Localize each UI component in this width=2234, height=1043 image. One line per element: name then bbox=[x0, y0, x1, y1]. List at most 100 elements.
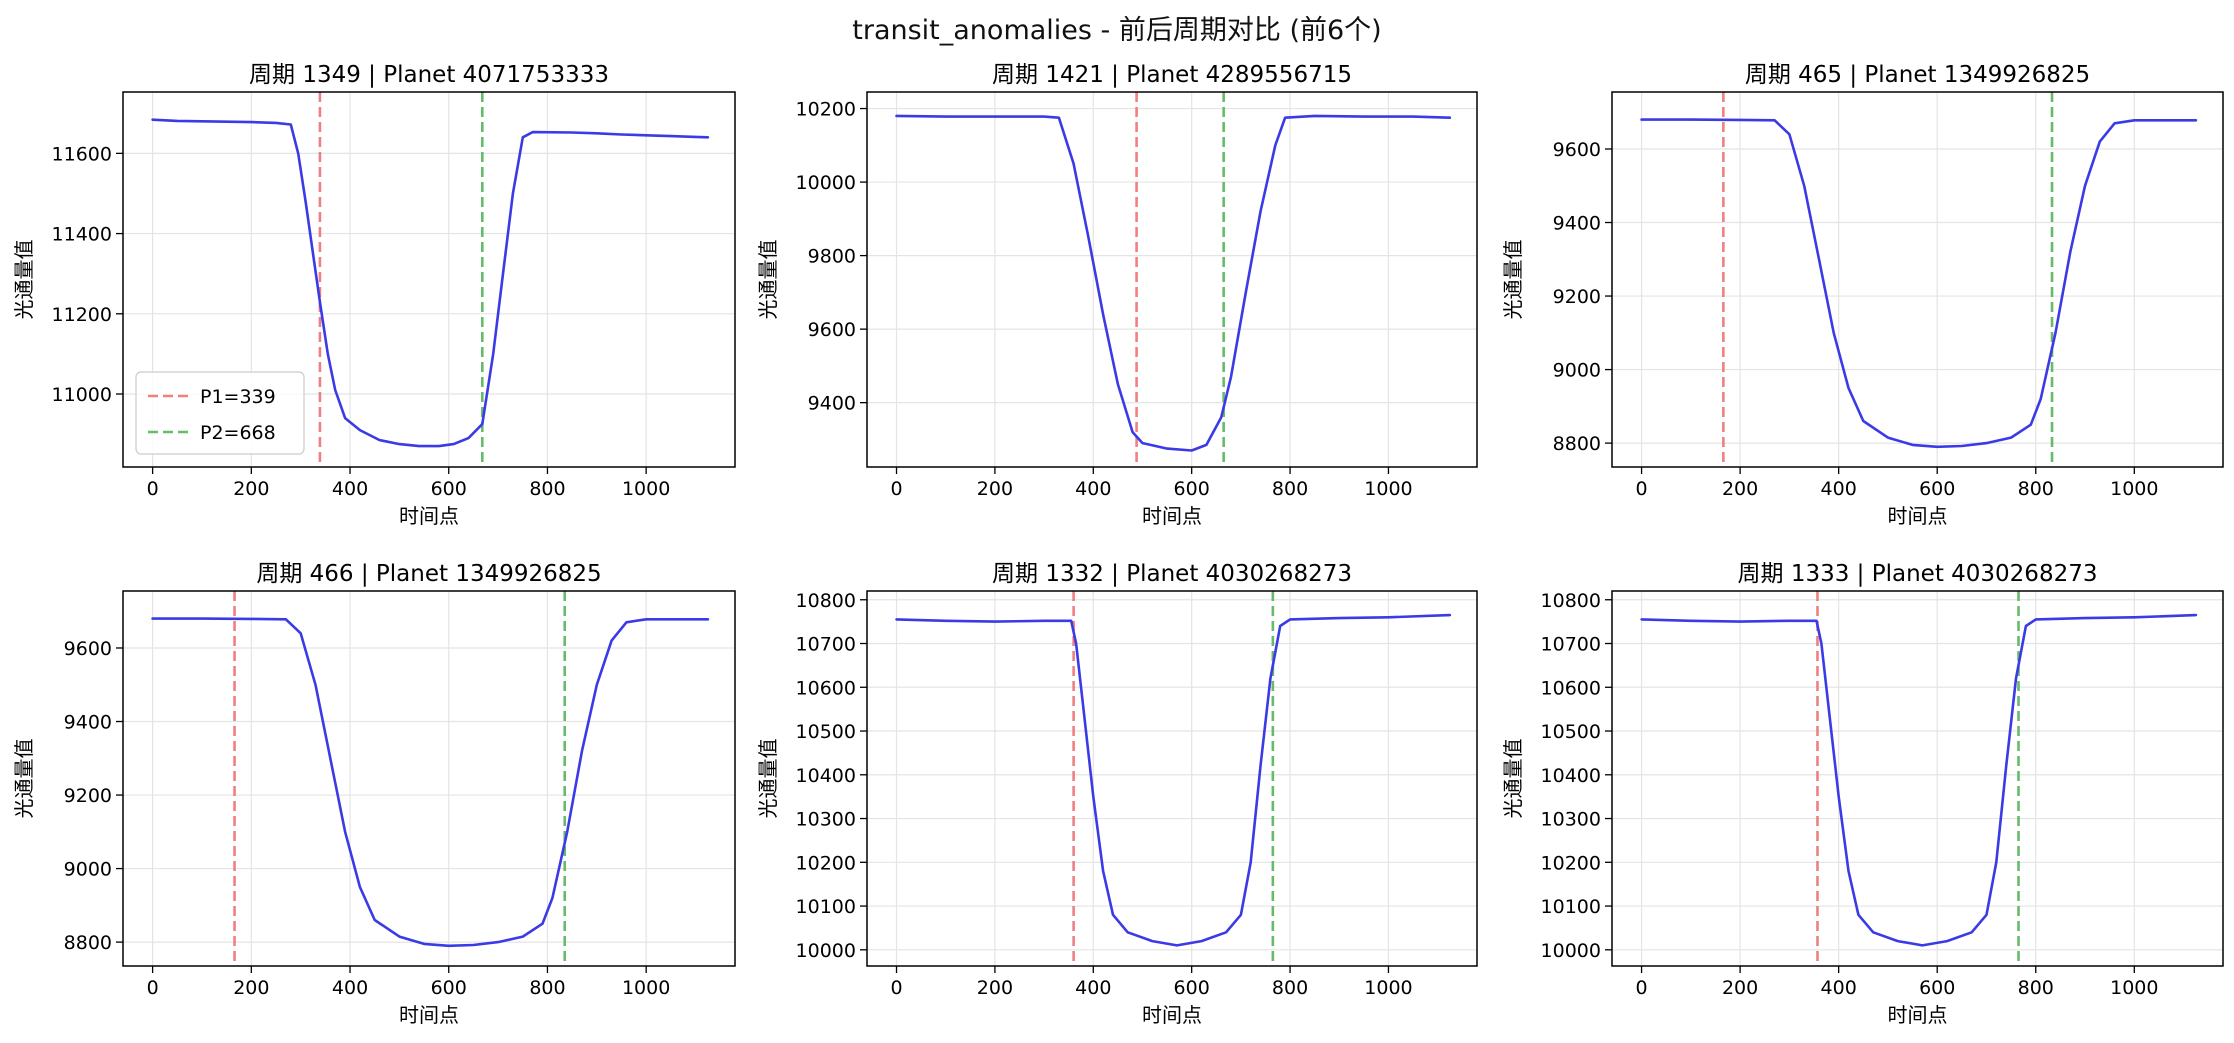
plot-frame bbox=[1611, 590, 2224, 967]
x-axis-label: 时间点 bbox=[399, 504, 459, 528]
x-tick-label: 800 bbox=[1272, 977, 1308, 999]
x-tick-label: 400 bbox=[1821, 977, 1857, 999]
figure-title: transit_anomalies - 前后周期对比 (前6个) bbox=[852, 15, 1382, 46]
flux-series-line bbox=[1640, 118, 2198, 449]
y-tick-label: 11400 bbox=[52, 224, 112, 246]
y-tick-label: 10500 bbox=[796, 721, 856, 743]
x-tick-label: 1000 bbox=[1364, 478, 1412, 500]
legend: P1=339 P2=668 bbox=[135, 371, 305, 455]
y-tick-label: 10800 bbox=[796, 590, 856, 612]
chart-6: 0 200 400 600 800 1000 10000 10100 10200 10300 104… bbox=[1501, 561, 2224, 1027]
y-tick-label: 9400 bbox=[64, 712, 112, 734]
y-tick-label: 9400 bbox=[808, 393, 856, 415]
y-tick-label: 10000 bbox=[796, 940, 856, 962]
y-tick-label: 9000 bbox=[64, 859, 112, 881]
x-tick-label: 400 bbox=[1821, 478, 1857, 500]
y-axis-label: 光通量值 bbox=[1501, 240, 1525, 320]
chart-title: 周期 1421 | Planet 4289556715 bbox=[992, 62, 1352, 88]
flux-series-line bbox=[151, 118, 710, 448]
x-tick-label: 800 bbox=[529, 977, 565, 999]
y-tick-label: 10400 bbox=[796, 765, 856, 787]
y-tick-label: 9400 bbox=[1553, 213, 1601, 235]
chart-title: 周期 465 | Planet 1349926825 bbox=[1745, 62, 2090, 88]
x-tick-label: 1000 bbox=[622, 977, 670, 999]
plot-frame bbox=[1611, 91, 2224, 468]
y-tick-label: 9200 bbox=[1553, 286, 1601, 308]
x-axis-label: 时间点 bbox=[1888, 504, 1948, 528]
x-tick-label: 0 bbox=[890, 977, 902, 999]
chart-title: 周期 1332 | Planet 4030268273 bbox=[992, 561, 1352, 587]
x-tick-label: 600 bbox=[431, 478, 467, 500]
x-tick-label: 400 bbox=[332, 977, 368, 999]
x-tick-label: 800 bbox=[2018, 478, 2054, 500]
chart-3: 0 200 400 600 800 1000 8800 9000 9200 9400 9600 周期 … bbox=[1501, 62, 2224, 528]
x-tick-label: 600 bbox=[1919, 478, 1955, 500]
x-axis-label: 时间点 bbox=[1142, 1003, 1202, 1027]
y-tick-label: 10100 bbox=[1541, 896, 1601, 918]
y-tick-label: 11200 bbox=[52, 304, 112, 326]
x-tick-label: 1000 bbox=[1364, 977, 1412, 999]
legend-box bbox=[135, 371, 305, 455]
x-tick-label: 0 bbox=[890, 478, 902, 500]
plot-frame bbox=[122, 91, 736, 468]
x-tick-label: 0 bbox=[147, 977, 159, 999]
y-tick-label: 10200 bbox=[1541, 852, 1601, 874]
x-tick-label: 0 bbox=[1636, 977, 1648, 999]
x-tick-label: 0 bbox=[1636, 478, 1648, 500]
y-tick-label: 9800 bbox=[808, 246, 856, 268]
chart-title: 周期 1349 | Planet 4071753333 bbox=[249, 62, 609, 88]
x-tick-label: 400 bbox=[1075, 977, 1111, 999]
chart-title: 周期 1333 | Planet 4030268273 bbox=[1738, 561, 2098, 587]
y-tick-label: 10700 bbox=[796, 634, 856, 656]
y-tick-label: 9600 bbox=[808, 319, 856, 341]
legend-label: P1=339 bbox=[200, 386, 276, 408]
y-tick-label: 9600 bbox=[64, 638, 112, 660]
x-tick-label: 1000 bbox=[2110, 478, 2158, 500]
x-tick-label: 1000 bbox=[2110, 977, 2158, 999]
y-tick-label: 10300 bbox=[1541, 809, 1601, 831]
x-tick-label: 0 bbox=[147, 478, 159, 500]
y-tick-label: 9200 bbox=[64, 785, 112, 807]
plot-frame bbox=[866, 91, 1478, 468]
chart-title: 周期 466 | Planet 1349926825 bbox=[256, 561, 601, 587]
x-tick-label: 600 bbox=[1174, 478, 1210, 500]
x-tick-label: 1000 bbox=[622, 478, 670, 500]
y-tick-label: 9000 bbox=[1553, 360, 1601, 382]
y-tick-label: 10600 bbox=[1541, 677, 1601, 699]
y-axis-label: 光通量值 bbox=[12, 739, 36, 819]
x-tick-label: 600 bbox=[1174, 977, 1210, 999]
flux-series-line bbox=[151, 617, 710, 948]
chart-5: 0 200 400 600 800 1000 10000 10100 10200 10300 104… bbox=[756, 561, 1478, 1027]
y-tick-label: 10200 bbox=[796, 99, 856, 121]
x-tick-label: 200 bbox=[233, 977, 269, 999]
y-axis-label: 光通量值 bbox=[756, 240, 780, 320]
chart-2: 0 200 400 600 800 1000 9400 9600 9800 10000 10200 周… bbox=[756, 62, 1478, 528]
chart-4: 0 200 400 600 800 1000 8800 9000 9200 9400 9600 周期 … bbox=[12, 561, 736, 1027]
x-tick-label: 200 bbox=[977, 478, 1013, 500]
x-axis-label: 时间点 bbox=[1142, 504, 1202, 528]
y-tick-label: 10800 bbox=[1541, 590, 1601, 612]
y-tick-label: 8800 bbox=[64, 932, 112, 954]
chart-1: 0 200 400 600 800 1000 11000 11200 11400 11600 周期 … bbox=[12, 62, 736, 528]
y-tick-label: 10500 bbox=[1541, 721, 1601, 743]
flux-series-line bbox=[895, 613, 1452, 947]
y-tick-label: 8800 bbox=[1553, 433, 1601, 455]
plot-frame bbox=[122, 590, 736, 967]
y-tick-label: 10200 bbox=[796, 852, 856, 874]
y-axis-label: 光通量值 bbox=[1501, 739, 1525, 819]
y-tick-label: 10000 bbox=[1541, 940, 1601, 962]
y-tick-label: 11000 bbox=[52, 384, 112, 406]
y-tick-label: 10600 bbox=[796, 677, 856, 699]
flux-series-line bbox=[895, 114, 1452, 452]
x-tick-label: 400 bbox=[332, 478, 368, 500]
y-tick-label: 10400 bbox=[1541, 765, 1601, 787]
x-tick-label: 200 bbox=[977, 977, 1013, 999]
y-tick-label: 11600 bbox=[52, 143, 112, 165]
y-axis-label: 光通量值 bbox=[756, 739, 780, 819]
x-tick-label: 200 bbox=[233, 478, 269, 500]
y-tick-label: 10300 bbox=[796, 809, 856, 831]
x-tick-label: 600 bbox=[1919, 977, 1955, 999]
x-tick-label: 200 bbox=[1722, 977, 1758, 999]
